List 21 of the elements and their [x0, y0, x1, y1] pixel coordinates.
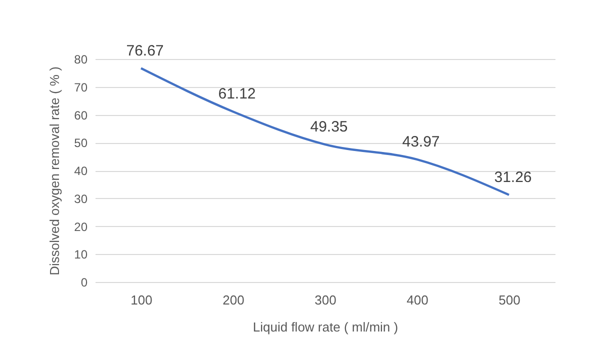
x-tick-label: 200 — [222, 292, 244, 308]
y-tick-label: 10 — [74, 248, 88, 262]
data-label: 49.35 — [310, 118, 348, 136]
y-tick-label: 70 — [74, 80, 88, 94]
y-tick-label: 50 — [74, 136, 88, 150]
data-label: 31.26 — [494, 168, 532, 186]
y-tick-label: 80 — [74, 52, 88, 66]
y-tick-label: 60 — [74, 108, 88, 122]
y-axis-title: Dissolved oxygen removal rate ( % ) — [47, 66, 62, 276]
y-tick-label: 0 — [80, 276, 88, 290]
x-tick-label: 500 — [498, 292, 520, 308]
data-label: 76.67 — [126, 42, 164, 60]
y-tick-label: 40 — [74, 164, 88, 178]
x-tick-label: 400 — [406, 292, 428, 308]
y-tick-label: 30 — [74, 192, 88, 206]
x-axis-title: Liquid flow rate ( ml/min ) — [252, 320, 398, 334]
x-tick-label: 100 — [130, 292, 152, 308]
x-tick-label: 300 — [314, 292, 336, 308]
data-label: 43.97 — [402, 133, 440, 150]
y-tick-label: 20 — [74, 220, 88, 234]
data-label: 61.12 — [218, 86, 256, 103]
